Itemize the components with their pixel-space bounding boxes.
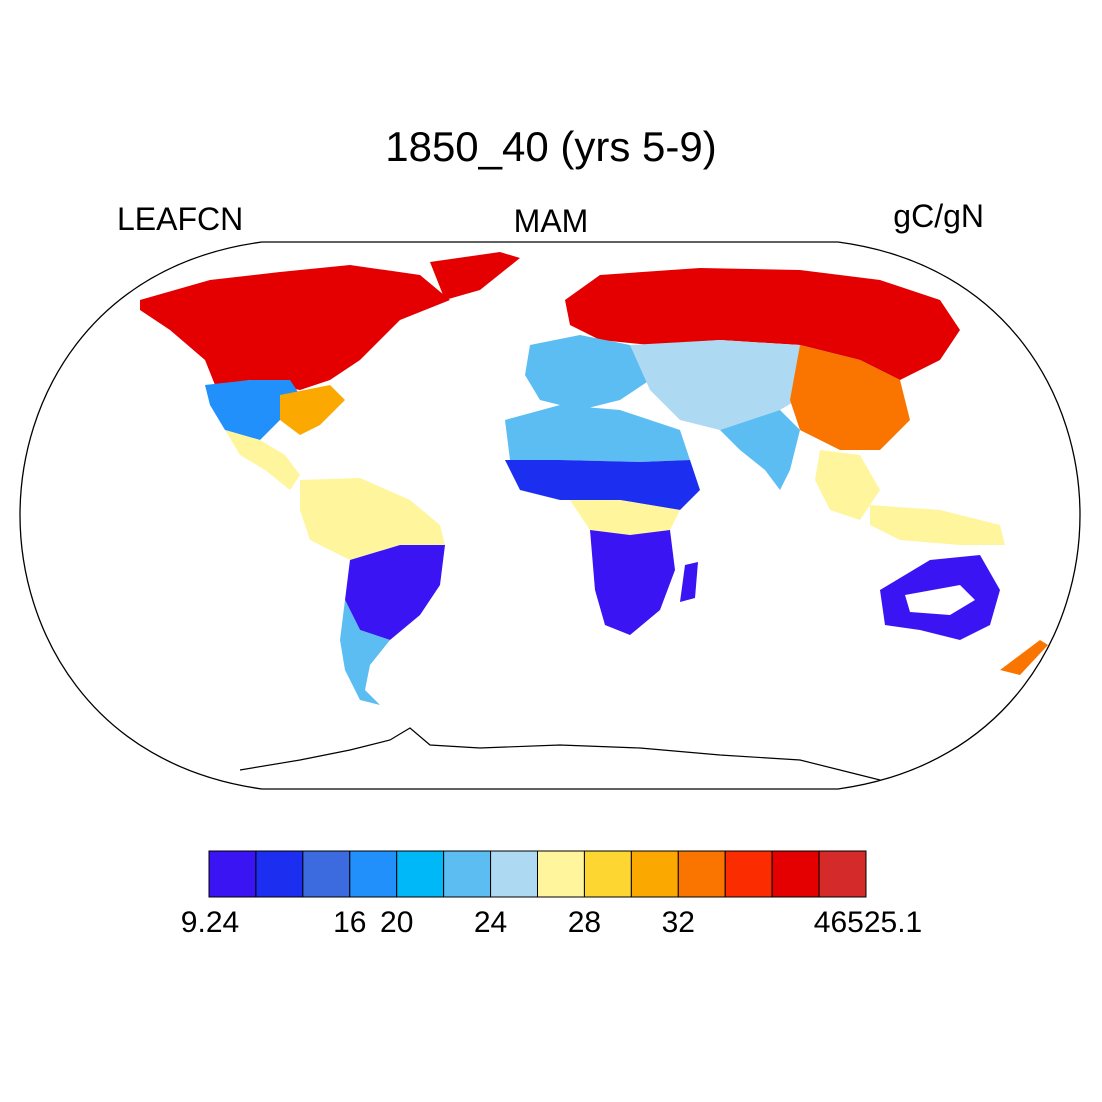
- colorbar-swatch: [396, 850, 445, 898]
- colorbar-swatch: [490, 850, 539, 898]
- southeast-asia: [815, 450, 880, 520]
- australia-interior: [905, 585, 975, 615]
- colorbar-swatch: [537, 850, 585, 898]
- north-africa: [505, 405, 690, 462]
- colorbar-tick-label: 16: [333, 906, 367, 939]
- colorbar-swatch: [255, 850, 304, 898]
- central-america: [225, 430, 300, 490]
- map-title: 1850_40 (yrs 5-9): [385, 123, 717, 170]
- units-label: gC/gN: [893, 198, 984, 234]
- antarctica: [239, 727, 901, 786]
- new-zealand: [1000, 640, 1048, 675]
- central-africa: [570, 500, 680, 535]
- colorbar-swatch: [724, 850, 773, 898]
- sahel: [505, 460, 700, 510]
- europe-south: [525, 335, 650, 410]
- colorbar-tick-label: 9.24: [180, 906, 240, 939]
- east-asia: [790, 345, 910, 450]
- colorbar-tick-label: 46525.1: [813, 906, 923, 939]
- colorbar-swatch: [583, 850, 632, 898]
- madagascar: [680, 562, 698, 602]
- colorbar-tick-label: 20: [380, 906, 414, 939]
- south-america-north: [300, 478, 445, 560]
- north-america-southeast: [280, 385, 345, 435]
- north-america-boreal: [140, 265, 450, 390]
- indonesia: [870, 505, 1005, 545]
- colorbar-swatch: [208, 850, 257, 898]
- central-asia: [630, 340, 830, 430]
- land-data-layer: [140, 252, 1048, 786]
- season-label: MAM: [513, 203, 589, 239]
- south-america-central: [345, 545, 445, 640]
- south-america-south: [340, 600, 390, 705]
- colorbar-tick-label: 24: [473, 906, 508, 939]
- greenland: [430, 252, 520, 300]
- colorbar-tick-label: 28: [567, 906, 602, 939]
- colorbar-swatch: [771, 850, 820, 898]
- colorbar-swatch: [349, 850, 398, 898]
- colorbar-swatch: [818, 850, 867, 898]
- colorbar-swatch: [630, 850, 679, 898]
- south-asia: [720, 410, 800, 490]
- southern-africa: [590, 530, 675, 635]
- map-border: [19, 241, 1081, 790]
- north-america-west: [205, 380, 300, 440]
- colorbar-swatch: [302, 850, 351, 898]
- variable-label: LEAFCN: [117, 201, 244, 237]
- colorbar-swatch: [443, 850, 492, 898]
- eurasia-boreal: [565, 268, 960, 380]
- colorbar-tick-label: 32: [661, 906, 695, 939]
- colorbar-swatch: [677, 850, 726, 898]
